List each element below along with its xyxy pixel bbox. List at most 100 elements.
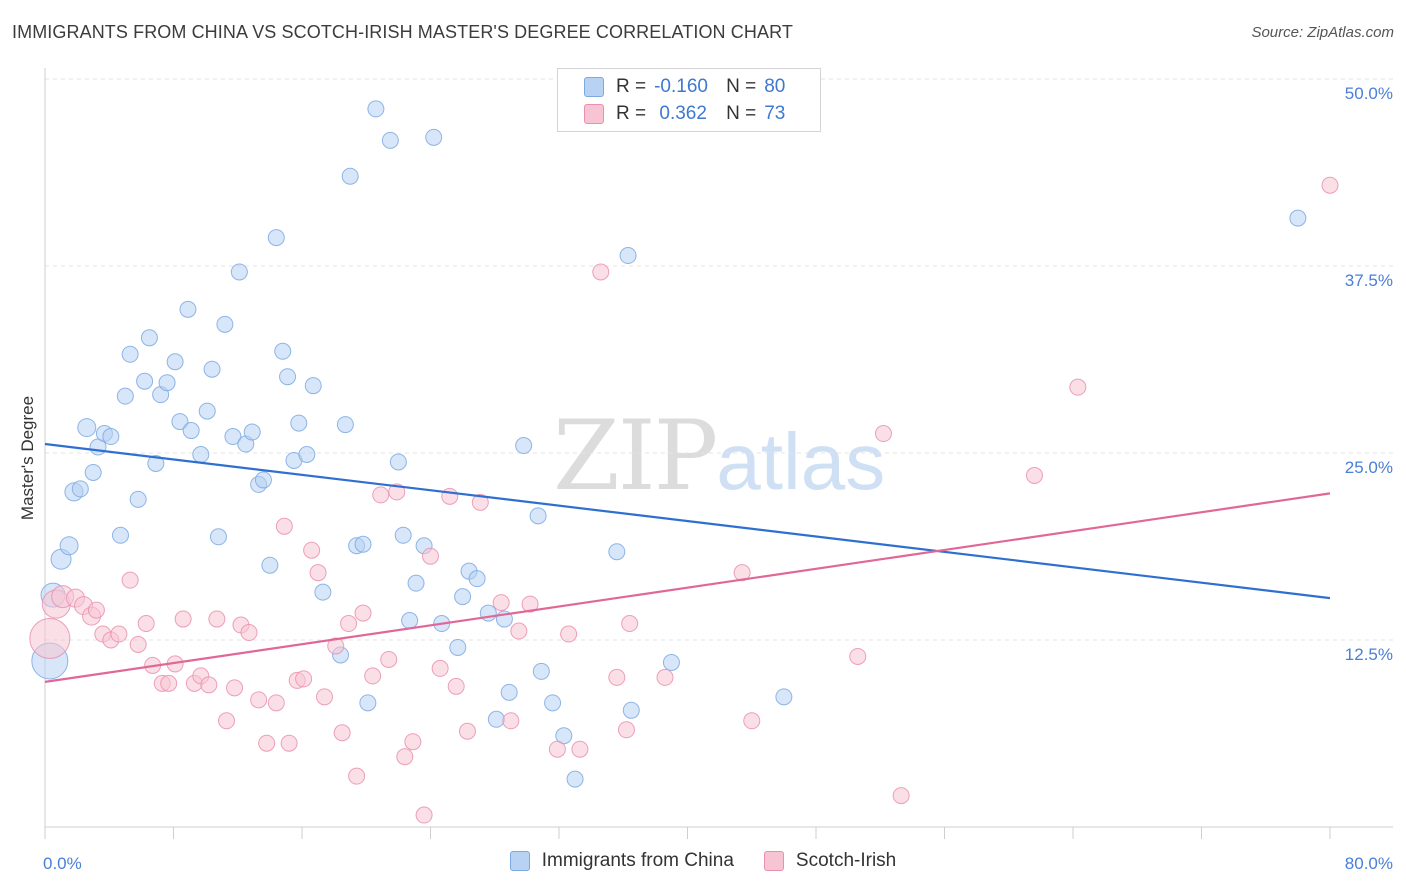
point-scotch-70: [892, 787, 910, 805]
point-china-60: [454, 588, 472, 606]
point-scotch-23: [226, 679, 244, 697]
point-china-51: [381, 131, 399, 149]
point-scotch-53: [471, 493, 489, 511]
axes: [44, 68, 1393, 839]
point-scotch-55: [502, 712, 520, 730]
point-scotch-29: [275, 517, 293, 535]
point-china-53: [394, 526, 412, 544]
point-china-52: [389, 453, 407, 471]
point-scotch-54: [492, 594, 510, 612]
point-scotch-38: [340, 615, 358, 633]
point-china-13: [121, 345, 139, 363]
point-scotch-30: [280, 734, 298, 752]
point-china-25: [198, 402, 216, 420]
point-scotch-64: [621, 615, 639, 633]
point-scotch-39: [348, 767, 366, 785]
point-scotch-10: [121, 571, 139, 589]
point-china-27: [209, 528, 227, 546]
point-scotch-47: [415, 806, 433, 824]
point-china-64: [487, 710, 505, 728]
point-scotch-69: [874, 425, 892, 443]
point-scotch-17: [174, 610, 192, 628]
point-china-49: [359, 694, 377, 712]
legend-swatch-china: [584, 77, 604, 97]
point-china-69: [532, 662, 550, 680]
point-china-3: [59, 536, 79, 556]
point-china-6: [77, 418, 97, 438]
watermark: ZIPatlas: [553, 400, 885, 512]
point-scotch-36: [327, 637, 345, 655]
point-scotch-67: [743, 712, 761, 730]
point-china-32: [243, 423, 261, 441]
point-scotch-44: [388, 483, 406, 501]
point-scotch-65: [656, 668, 674, 686]
point-china-17: [147, 454, 165, 472]
trend-lines: [44, 442, 1331, 683]
point-scotch-25: [240, 624, 258, 642]
point-scotch-32: [295, 670, 313, 688]
watermark-zip: ZIP: [553, 400, 718, 512]
point-china-5: [71, 480, 89, 498]
point-scotch-62: [608, 668, 626, 686]
chart-source: Source: ZipAtlas.com: [1251, 24, 1394, 41]
point-china-19: [158, 374, 176, 392]
point-china-54: [401, 612, 419, 630]
chart-title: IMMIGRANTS FROM CHINA VS SCOTCH-IRISH MA…: [12, 22, 793, 42]
point-scotch-20: [200, 676, 218, 694]
x-tick-label-max: 80.0%: [1345, 854, 1393, 873]
y-tick-label-0: 12.5%: [1345, 645, 1393, 664]
point-china-73: [608, 543, 626, 561]
point-china-15: [136, 372, 154, 390]
series-legend-scotch[interactable]: Scotch-Irish: [763, 850, 896, 872]
point-china-7: [84, 463, 102, 481]
point-china-37: [274, 342, 292, 360]
point-china-21: [171, 413, 189, 431]
legend-row-china: R = -0.160 N = 80: [584, 74, 785, 100]
point-scotch-0: [29, 618, 71, 660]
series-china-points: [31, 96, 1307, 788]
legend-n-label: N =: [726, 103, 757, 124]
point-scotch-71: [1025, 466, 1043, 484]
point-scotch-56: [510, 622, 528, 640]
point-china-23: [182, 422, 200, 440]
point-china-57: [425, 128, 443, 146]
point-scotch-52: [458, 722, 476, 740]
point-scotch-73: [1321, 176, 1339, 194]
y-tick-label-3: 50.0%: [1345, 84, 1393, 103]
point-china-29: [224, 428, 242, 446]
point-scotch-33: [303, 541, 321, 559]
point-scotch-68: [849, 647, 867, 665]
legend-row-scotch: R = 0.362 N = 73: [584, 101, 785, 127]
point-china-24: [192, 445, 210, 463]
point-scotch-6: [87, 601, 105, 619]
watermark-atlas: atlas: [716, 417, 886, 506]
point-china-35: [261, 556, 279, 574]
point-china-11: [111, 526, 129, 544]
point-china-75: [622, 701, 640, 719]
point-scotch-59: [560, 625, 578, 643]
point-scotch-61: [592, 263, 610, 281]
point-scotch-58: [548, 740, 566, 758]
point-scotch-27: [258, 734, 276, 752]
point-china-66: [500, 683, 518, 701]
point-china-20: [166, 353, 184, 371]
point-china-76: [662, 653, 680, 671]
series-scotch-points: [29, 176, 1339, 824]
series-legend-china[interactable]: Immigrants from China: [509, 850, 734, 872]
point-scotch-37: [333, 724, 351, 742]
legend-swatch-scotch: [584, 104, 604, 124]
series-swatch-scotch: [763, 851, 784, 871]
point-china-45: [336, 416, 354, 434]
point-china-48: [354, 535, 372, 553]
legend-n-value-china: 80: [764, 76, 786, 97]
legend-n-label: N =: [726, 76, 757, 97]
point-china-40: [290, 414, 308, 432]
point-china-46: [341, 167, 359, 185]
correlation-legend: R = -0.160 N = 80 R = 0.362 N = 73: [557, 68, 821, 132]
series-legend: Immigrants from China Scotch-Irish: [0, 850, 1406, 872]
point-china-74: [619, 247, 637, 265]
point-scotch-11: [129, 635, 147, 653]
point-china-14: [129, 490, 147, 508]
point-china-43: [314, 583, 332, 601]
